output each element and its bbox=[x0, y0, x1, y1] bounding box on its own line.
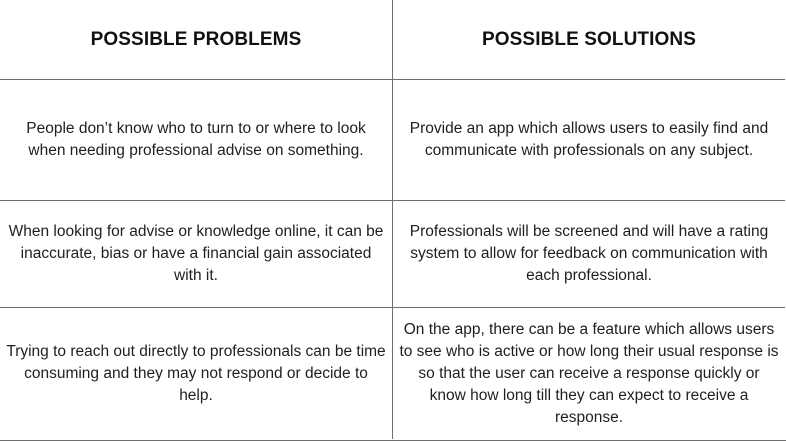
solution-text-1: Provide an app which allows users to eas… bbox=[409, 120, 769, 159]
solution-cell-1: Provide an app which allows users to eas… bbox=[393, 80, 785, 201]
problem-text-2: When looking for advise or knowledge onl… bbox=[8, 223, 384, 284]
solution-text-3: On the app, there can be a feature which… bbox=[399, 320, 779, 426]
problem-cell-1: People don’t know who to turn to or wher… bbox=[0, 80, 393, 201]
solution-text-2: Professionals will be screened and will … bbox=[409, 223, 769, 284]
header-possible-problems: POSSIBLE PROBLEMS bbox=[0, 0, 393, 80]
problem-cell-3: Trying to reach out directly to professi… bbox=[0, 308, 393, 439]
solution-cell-2: Professionals will be screened and will … bbox=[393, 201, 785, 308]
header-possible-solutions: POSSIBLE SOLUTIONS bbox=[393, 0, 785, 80]
problem-text-3: Trying to reach out directly to professi… bbox=[6, 342, 386, 404]
solution-cell-3: On the app, there can be a feature which… bbox=[393, 308, 785, 439]
problem-cell-2: When looking for advise or knowledge onl… bbox=[0, 201, 393, 308]
problem-text-1: People don’t know who to turn to or wher… bbox=[26, 120, 366, 159]
